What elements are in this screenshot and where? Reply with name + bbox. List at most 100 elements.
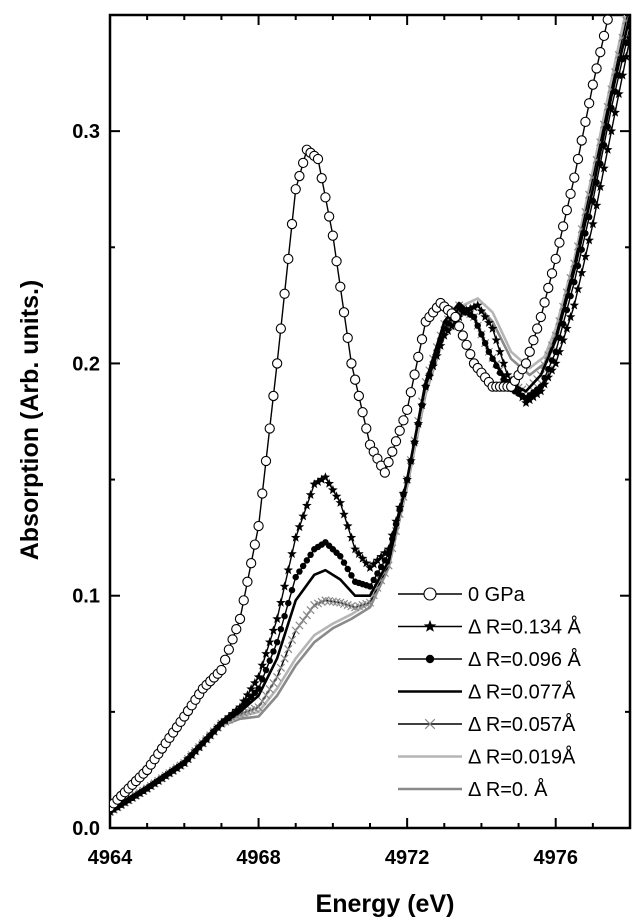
legend-label-6: Δ R=0. Å	[468, 778, 548, 801]
y-axis-ticks: 0.0 0.1 0.2 0.3	[72, 14, 630, 840]
series-point-0-113	[524, 346, 535, 357]
series-point-2-43	[266, 657, 273, 664]
y-axis-title: Absorption (Arb. units.)	[16, 280, 44, 561]
series-point-0-77	[390, 436, 402, 447]
x-tick-label: 4964	[88, 847, 133, 869]
series-point-1-122	[558, 335, 568, 345]
legend-marker-2	[425, 654, 435, 664]
series-point-1-25	[198, 738, 208, 748]
series-point-1-69	[361, 558, 372, 568]
series-point-1-52	[298, 511, 308, 521]
series-point-0-36	[238, 595, 249, 606]
series-point-1-140	[625, 33, 630, 43]
series-point-1-17	[168, 765, 178, 775]
series-point-1-4	[120, 797, 130, 807]
series-point-0-120	[550, 253, 561, 265]
series-point-1-115	[532, 389, 542, 399]
series-point-1-77	[391, 516, 401, 526]
series-point-4-40	[254, 703, 263, 712]
series-point-1-120	[550, 358, 561, 368]
series-point-1-11	[146, 780, 156, 790]
series-point-1-62	[335, 497, 346, 507]
series-point-1-106	[498, 358, 509, 368]
series-point-2-54	[307, 551, 314, 559]
series-point-1-45	[272, 613, 282, 623]
series-point-4-49	[287, 635, 297, 644]
series-point-4-43	[265, 684, 274, 694]
y-tick-label: 0.0	[72, 818, 100, 840]
series-point-0-125	[569, 172, 580, 183]
series-point-1-128	[580, 251, 591, 261]
series-point-2-138	[619, 55, 626, 63]
series-point-1-98	[469, 302, 479, 312]
series-point-0-121	[554, 237, 565, 248]
series-point-1-67	[354, 548, 364, 558]
series-point-1-42	[261, 648, 271, 658]
series-point-2-104	[493, 362, 500, 369]
series-point-1-8	[134, 788, 145, 798]
series-point-4-70	[365, 598, 375, 607]
series-point-2-40	[255, 685, 262, 692]
y-tick-label: 0.2	[72, 353, 100, 375]
series-point-1-66	[350, 544, 360, 554]
series-point-1-124	[565, 311, 576, 322]
series-point-2-98	[470, 313, 478, 321]
series-point-2-44	[270, 648, 277, 655]
series-point-2-64	[344, 565, 351, 573]
series-point-1-21	[183, 754, 193, 764]
series-point-2-125	[571, 278, 578, 286]
legend: 0 GPa Δ R=0.134 Å Δ R=0.096 Å Δ R=0.077Å Δ R…	[398, 584, 582, 801]
series-point-0-96	[461, 339, 472, 350]
series-point-1-96	[461, 305, 472, 315]
series-point-2-133	[600, 141, 608, 149]
series-point-2-63	[340, 559, 348, 566]
series-point-4-140	[626, 0, 632, 7]
series-point-0-130	[587, 79, 599, 90]
series-point-0-47	[279, 288, 290, 299]
series-point-1-14	[157, 773, 167, 783]
series-point-0-74	[379, 467, 391, 478]
series-point-4-52	[299, 616, 308, 625]
series-point-0-112	[520, 358, 532, 369]
series-point-1-73	[376, 551, 386, 561]
series-point-0-42	[260, 455, 272, 467]
series-point-1-92	[446, 321, 457, 331]
series-point-0-75	[383, 456, 394, 468]
series-point-0-66	[349, 374, 361, 385]
series-point-0-59	[323, 211, 335, 222]
series-point-2-51	[296, 568, 303, 575]
series-point-2-52	[299, 562, 307, 570]
series-point-1-117	[539, 379, 550, 389]
series-point-1-134	[602, 144, 613, 154]
series-point-1-48	[283, 565, 294, 575]
series-point-0-115	[531, 323, 543, 334]
series-point-1-59	[324, 478, 334, 488]
series-point-4-53	[302, 611, 311, 620]
series-point-2-123	[563, 306, 571, 314]
series-0	[110, 0, 616, 813]
series-point-1-44	[268, 625, 279, 635]
legend-marker-0	[423, 587, 437, 601]
series-point-1-27	[205, 730, 216, 740]
series-point-1-41	[257, 660, 268, 670]
series-point-1-60	[328, 485, 338, 495]
series-point-1-91	[443, 325, 453, 335]
series-point-0-64	[342, 332, 353, 344]
series-point-1-138	[617, 70, 628, 80]
series-point-0-135	[607, 0, 616, 8]
series-point-0-133	[598, 30, 610, 42]
series-point-2-73	[377, 563, 385, 571]
series-point-0-31	[219, 654, 231, 665]
series-point-2-101	[481, 339, 489, 347]
series-layer	[110, 0, 632, 816]
legend-label-0: 0 GPa	[468, 584, 526, 606]
series-point-1-31	[220, 715, 230, 725]
series-point-1-139	[621, 51, 630, 61]
series-point-0-79	[398, 415, 409, 426]
legend-label-4: Δ R=0.057Å	[468, 713, 576, 736]
legend-label-3: Δ R=0.077Å	[468, 681, 576, 704]
legend-marker-4	[424, 718, 436, 730]
series-point-1-78	[394, 502, 405, 512]
series-point-1-76	[387, 530, 398, 540]
series-point-2-50	[292, 573, 299, 581]
